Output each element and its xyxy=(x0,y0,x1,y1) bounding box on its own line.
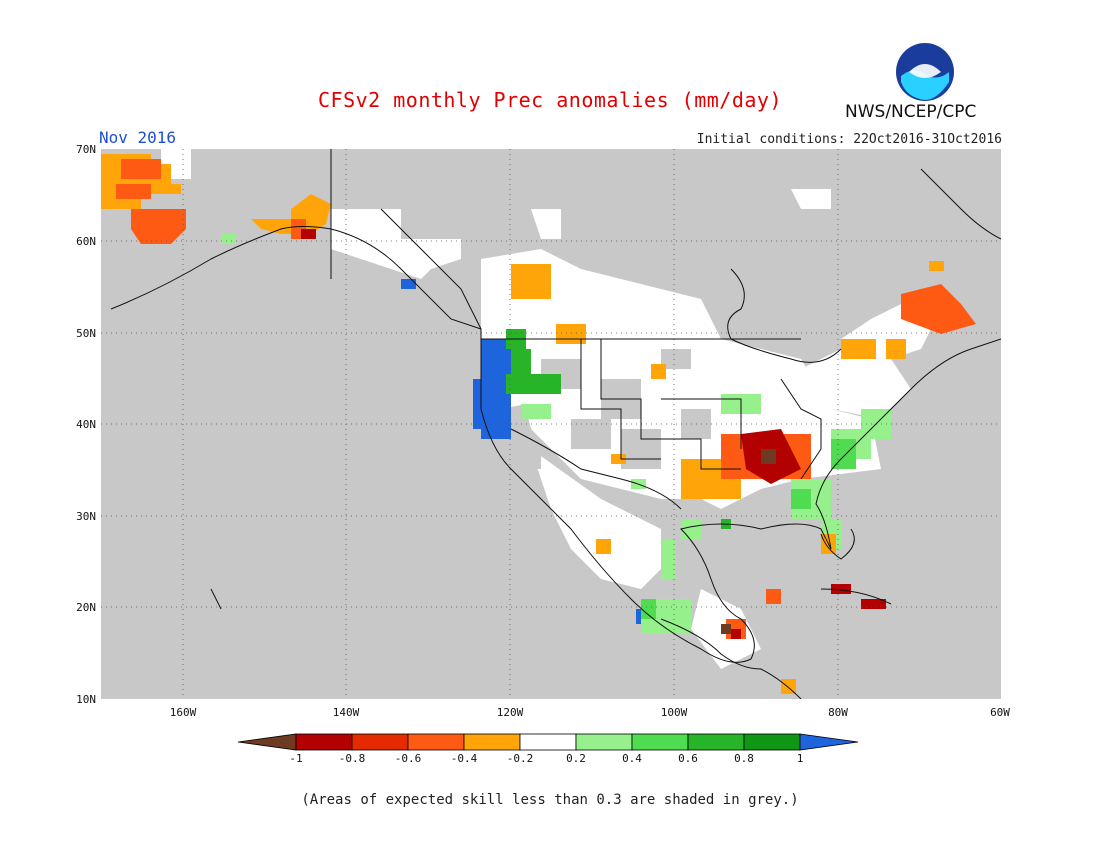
colorbar-label: 0.4 xyxy=(622,752,642,765)
wet-anomaly-medium xyxy=(641,439,856,619)
colorbar-cell xyxy=(351,733,409,751)
skill-note: (Areas of expected skill less than 0.3 a… xyxy=(301,792,799,808)
colorbar-cell xyxy=(575,733,633,751)
colorbar-label: -0.4 xyxy=(450,752,478,765)
colorbar-label: -1 xyxy=(289,752,303,765)
forecast-month: Nov 2016 xyxy=(99,128,177,147)
colorbar-label: -0.2 xyxy=(506,752,534,765)
lat-label-60n: 60N xyxy=(76,235,96,248)
noaa-logo xyxy=(896,43,954,101)
dry-anomaly-extreme xyxy=(721,449,776,634)
lat-label-50n: 50N xyxy=(76,327,96,340)
colorbar-cell xyxy=(687,733,745,751)
initial-conditions: Initial conditions: 22Oct2016-31Oct2016 xyxy=(696,132,1002,147)
lat-label-10n: 10N xyxy=(76,693,96,706)
lon-label-60w: 60W xyxy=(990,706,1010,719)
colorbar-label: 0.8 xyxy=(734,752,754,765)
colorbar-label: 1 xyxy=(796,752,804,765)
map-title: CFSv2 monthly Prec anomalies (mm/day) xyxy=(317,88,783,112)
coastlines xyxy=(110,149,1001,699)
lat-label-40n: 40N xyxy=(76,418,96,431)
precip-anomaly-map xyxy=(101,149,1001,699)
colorbar-arrow-right xyxy=(799,733,859,751)
colorbar-cell xyxy=(519,733,577,751)
colorbar-cell xyxy=(295,733,353,751)
lat-label-30n: 30N xyxy=(76,510,96,523)
lat-label-70n: 70N xyxy=(76,143,96,156)
colorbar-label: -0.6 xyxy=(394,752,422,765)
colorbar-cell xyxy=(631,733,689,751)
lon-label-80w: 80W xyxy=(828,706,848,719)
lon-label-120w: 120W xyxy=(496,706,524,719)
colorbar-cell xyxy=(463,733,521,751)
lon-label-160w: 160W xyxy=(169,706,197,719)
colorbar-arrow-left xyxy=(238,733,297,751)
lat-label-20n: 20N xyxy=(76,601,96,614)
lon-label-140w: 140W xyxy=(332,706,360,719)
colorbar-label: -0.8 xyxy=(338,752,366,765)
colorbar-label: 0.6 xyxy=(678,752,698,765)
lon-label-100w: 100W xyxy=(660,706,688,719)
colorbar xyxy=(238,733,859,751)
colorbar-cell xyxy=(743,733,801,751)
colorbar-label: 0.2 xyxy=(566,752,586,765)
agency-label: NWS/NCEP/CPC xyxy=(845,102,977,122)
colorbar-cell xyxy=(407,733,465,751)
